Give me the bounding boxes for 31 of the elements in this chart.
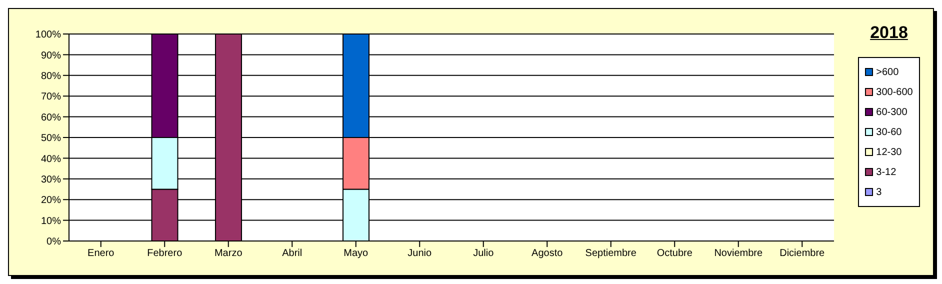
y-tick-label: 70% <box>40 92 62 103</box>
x-tick-label: Julio <box>473 248 494 260</box>
y-tick-label: 100% <box>35 30 62 41</box>
x-tick-label: Octubre <box>656 248 693 260</box>
x-tick-label: Agosto <box>532 248 564 260</box>
x-tick-label: Mayo <box>344 248 369 260</box>
y-tick-label: 30% <box>40 174 62 186</box>
legend-label: 12-30 <box>876 146 902 158</box>
x-tick-label: Noviembre <box>714 248 763 260</box>
x-tick-label: Enero <box>88 248 115 260</box>
legend-label: 3 <box>876 186 882 198</box>
text: 2018 <box>870 23 908 43</box>
legend-label: 30-60 <box>876 126 902 138</box>
legend-label: 300-600 <box>876 86 913 98</box>
x-tick-label: Junio <box>408 248 432 260</box>
x-tick-label: Diciembre <box>780 248 826 260</box>
legend-label: 3-12 <box>876 166 896 178</box>
y-tick-label: 20% <box>40 195 62 206</box>
x-tick-label: Marzo <box>214 248 243 260</box>
y-tick-label: 0% <box>46 236 62 248</box>
y-tick-label: 60% <box>40 112 62 124</box>
y-tick-label: 10% <box>40 216 62 227</box>
legend-label: >600 <box>876 66 899 78</box>
y-tick-label: 50% <box>40 133 62 144</box>
y-tick-label: 80% <box>40 70 62 82</box>
y-tick-label: 40% <box>40 154 62 165</box>
y-tick-label: 90% <box>40 50 62 62</box>
legend-label: 60-300 <box>876 106 908 118</box>
x-tick-label: Septiembre <box>585 248 637 260</box>
x-tick-label: Febrero <box>147 248 183 260</box>
x-tick-label: Abril <box>282 248 302 260</box>
